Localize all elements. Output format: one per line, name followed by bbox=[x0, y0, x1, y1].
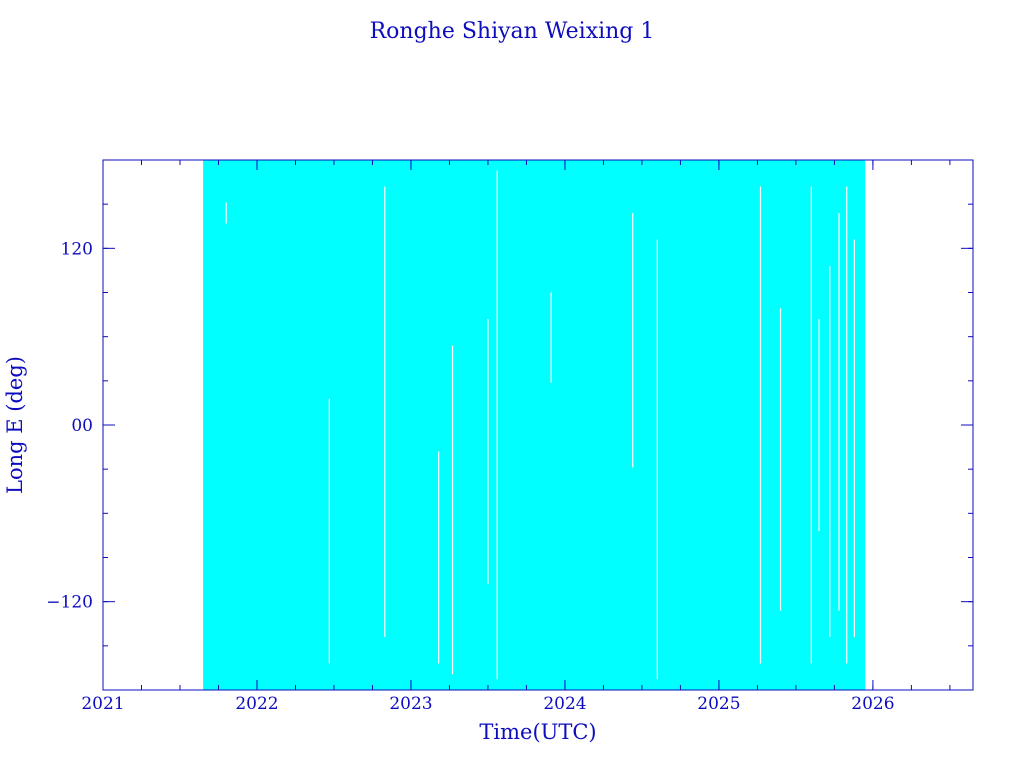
x-tick-label: 2023 bbox=[389, 694, 432, 714]
x-tick-label: 2024 bbox=[543, 694, 586, 714]
x-tick-label: 2022 bbox=[235, 694, 278, 714]
y-axis: 120 00 −120 bbox=[46, 159, 973, 691]
series-band bbox=[203, 160, 866, 690]
x-axis-label: Time(UTC) bbox=[479, 720, 596, 744]
series-layer bbox=[203, 160, 866, 690]
x-tick-label: 2021 bbox=[81, 694, 124, 714]
x-axis: 2021 2022 2023 2024 2025 2026 bbox=[81, 160, 951, 714]
chart-title: Ronghe Shiyan Weixing 1 bbox=[370, 19, 655, 44]
plot-area: 2021 2022 2023 2024 2025 2026 120 00 −120 bbox=[46, 159, 974, 714]
x-tick-label: 2025 bbox=[697, 694, 740, 714]
y-tick-label: 120 bbox=[61, 239, 93, 259]
y-tick-label: 00 bbox=[71, 416, 93, 436]
y-tick-label: −120 bbox=[46, 593, 93, 613]
y-axis-label: Long E (deg) bbox=[3, 356, 27, 494]
x-tick-label: 2026 bbox=[851, 694, 894, 714]
